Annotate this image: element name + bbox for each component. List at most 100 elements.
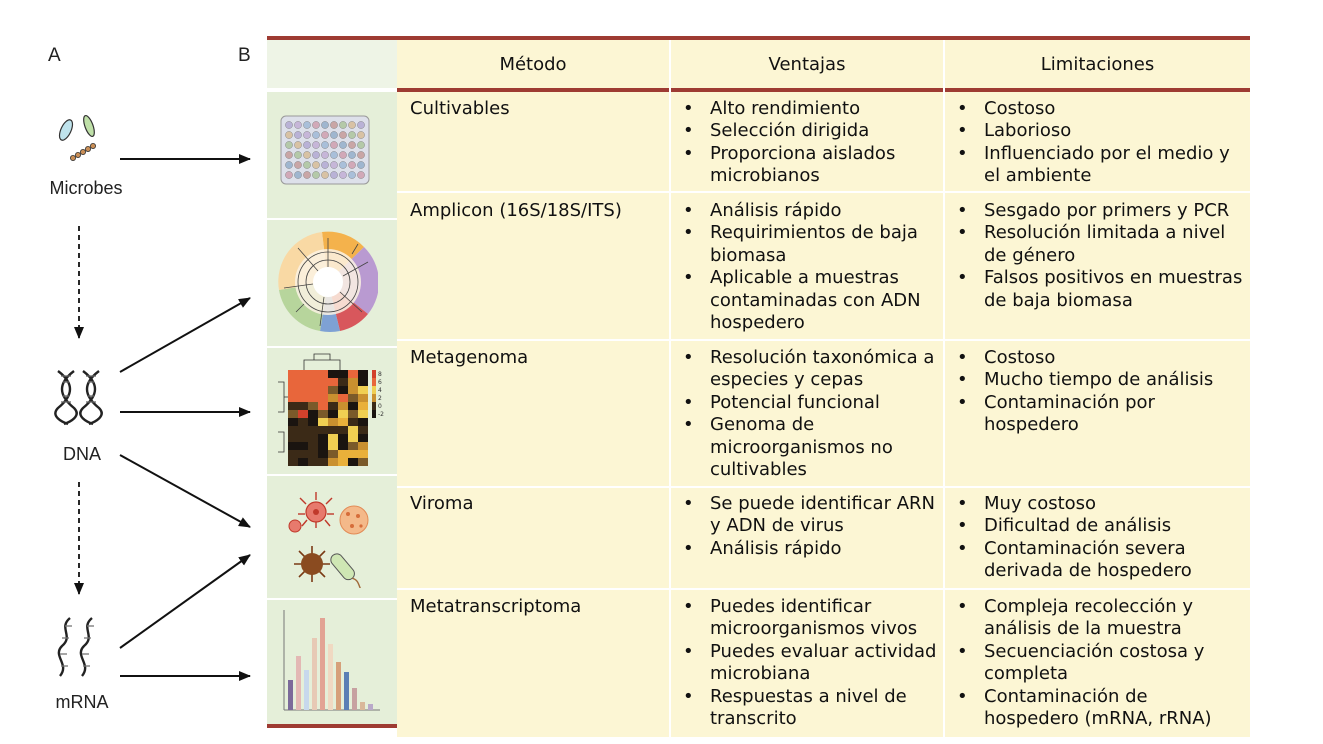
heatmap-cell	[298, 426, 308, 434]
heatmap-cell	[358, 394, 368, 402]
plate-well	[321, 141, 329, 149]
heatmap-cell	[308, 378, 318, 386]
heatmap-cell	[338, 442, 348, 450]
column-divider	[943, 40, 945, 737]
plate-well	[321, 161, 329, 169]
dna-icon	[54, 370, 103, 426]
heatmap-scale-swatch	[372, 378, 376, 386]
bar	[368, 704, 373, 710]
list-item: Muy costoso	[955, 493, 1245, 516]
heatmap-cell	[328, 386, 338, 394]
heatmap-cell	[318, 402, 328, 410]
heatmap-cell	[288, 378, 298, 386]
panel-label-a: A	[48, 45, 61, 66]
heatmap-scale-label: 2	[378, 395, 382, 402]
heatmap-cell	[298, 458, 308, 466]
heatmap-cell	[358, 386, 368, 394]
heatmap-cell	[308, 410, 318, 418]
list-item: Proporciona aislados microbianos	[681, 143, 939, 188]
heatmap-cell	[308, 450, 318, 458]
plate-well	[294, 151, 302, 159]
heatmap-cell	[358, 434, 368, 442]
list-item: Análisis rápido	[681, 538, 939, 561]
plate-well	[303, 151, 311, 159]
plate-well	[321, 171, 329, 179]
heatmap-cell	[358, 402, 368, 410]
bar-chart-icon	[283, 610, 380, 711]
image-cell-virome	[267, 476, 397, 598]
list-item: Dificultad de análisis	[955, 515, 1245, 538]
heatmap-cell	[318, 450, 328, 458]
list-item: Influenciado por el medio y el ambiente	[955, 143, 1245, 188]
table-header-rule	[397, 88, 1250, 92]
plate-well	[339, 141, 347, 149]
heatmap-scale-label: 0	[378, 403, 382, 410]
limitations-list-metagenome: Costoso Mucho tiempo de análisis Contami…	[955, 347, 1245, 437]
heatmap-cell	[318, 418, 328, 426]
limitations-list-virome: Muy costoso Dificultad de análisis Conta…	[955, 493, 1245, 583]
heatmap-cell	[318, 442, 328, 450]
heatmap-cell	[358, 370, 368, 378]
heatmap-cell	[308, 370, 318, 378]
plate-well	[285, 151, 293, 159]
heatmap-cell	[328, 410, 338, 418]
plate-well	[312, 141, 320, 149]
heatmap-cell	[348, 418, 358, 426]
plate-well	[348, 171, 356, 179]
plate-well	[285, 121, 293, 129]
heatmap-cell	[308, 386, 318, 394]
advantages-list-cultivables: Alto rendimiento Selección dirigida Prop…	[681, 98, 939, 188]
heatmap-cell	[358, 442, 368, 450]
heatmap-cell	[358, 378, 368, 386]
heatmap-cell	[308, 402, 318, 410]
plate-well	[294, 171, 302, 179]
list-item: Respuestas a nivel de transcrito	[681, 686, 939, 731]
header-limitations: Limitaciones	[945, 40, 1250, 88]
heatmap-cell	[348, 434, 358, 442]
heatmap-cell	[308, 442, 318, 450]
list-item: Secuenciación costosa y completa	[955, 641, 1245, 686]
heatmap-cell	[328, 394, 338, 402]
heatmap-cell	[288, 370, 298, 378]
arrow-mrna-to-virome	[119, 554, 251, 649]
heatmap-cell	[328, 402, 338, 410]
heatmap-scale-label: 6	[378, 379, 382, 386]
plate-well	[312, 161, 320, 169]
plate-well	[339, 161, 347, 169]
heatmap-cell	[358, 410, 368, 418]
method-metagenome: Metagenoma	[410, 347, 529, 368]
method-amplicon: Amplicon (16S/18S/ITS)	[410, 200, 622, 221]
heatmap-cell	[328, 370, 338, 378]
heatmap-cell	[318, 434, 328, 442]
plate-well	[312, 131, 320, 139]
bar	[312, 638, 317, 710]
plate-well	[303, 171, 311, 179]
heatmap-cell	[328, 426, 338, 434]
heatmap-scale-label: 8	[378, 371, 382, 378]
plate-well	[312, 121, 320, 129]
heatmap-cell	[298, 450, 308, 458]
heatmap-scale-swatch	[372, 402, 376, 410]
heatmap-cell	[318, 426, 328, 434]
plate-well	[348, 141, 356, 149]
plate-well	[339, 131, 347, 139]
plate-well	[357, 131, 365, 139]
heatmap-cell	[308, 434, 318, 442]
advantages-list-metatranscriptome: Puedes identificar microorganismos vivos…	[681, 596, 939, 730]
plate-well	[339, 151, 347, 159]
list-item: Costoso	[955, 347, 1245, 370]
bar	[344, 672, 349, 710]
list-item: Requirimientos de baja biomasa	[681, 222, 939, 267]
plate-well	[357, 151, 365, 159]
bar	[328, 644, 333, 710]
heatmap-cell	[318, 394, 328, 402]
plate-well	[339, 121, 347, 129]
heatmap-cell	[338, 450, 348, 458]
heatmap-cell	[328, 418, 338, 426]
method-cultivables: Cultivables	[410, 98, 510, 119]
heatmap-cell	[338, 434, 348, 442]
heatmap-cell	[298, 378, 308, 386]
dna-label: DNA	[62, 444, 101, 464]
plate-well	[303, 141, 311, 149]
